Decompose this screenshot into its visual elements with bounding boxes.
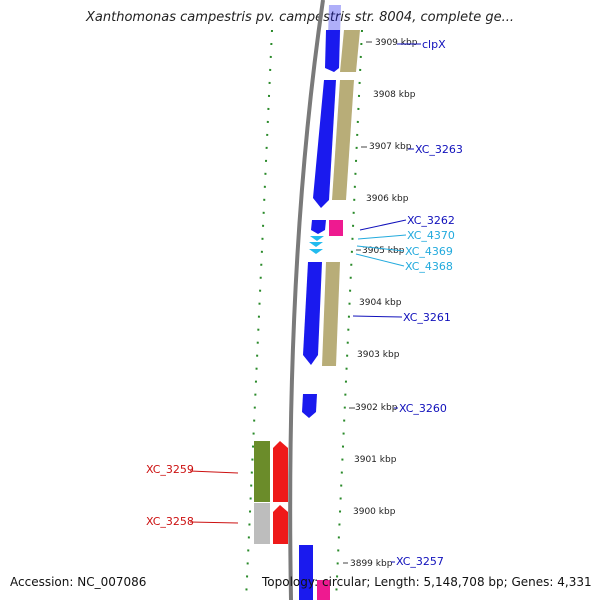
gene-label-clpX[interactable]: clpX xyxy=(422,38,446,51)
reverse-gene-labels: XC_3259 XC_3258 xyxy=(146,463,239,528)
gene-label-XC_3262[interactable]: XC_3262 xyxy=(407,214,455,227)
cds-XC_4368[interactable] xyxy=(309,249,323,254)
kbp-label: 3903 kbp xyxy=(357,350,400,360)
feature-pink-2[interactable] xyxy=(317,580,330,600)
kbp-label: 3908 kbp xyxy=(373,90,416,100)
feature-grey[interactable] xyxy=(254,503,270,544)
feature-pink-1[interactable] xyxy=(329,220,343,236)
cds-XC_3260[interactable] xyxy=(302,394,317,418)
gene-label-XC_3260[interactable]: XC_3260 xyxy=(399,402,447,415)
cds-XC_3258[interactable] xyxy=(273,505,288,544)
forward-gene-labels: clpX XC_3263 XC_3262 XC_4370 XC_4369 XC_… xyxy=(352,38,463,568)
cds-XC_3263[interactable] xyxy=(313,80,336,208)
kbp-label: 3907 kbp xyxy=(369,142,412,152)
feature-olive[interactable] xyxy=(254,441,270,502)
gene-label-XC_3263[interactable]: XC_3263 xyxy=(415,143,463,156)
kbp-label: 3901 kbp xyxy=(354,455,397,465)
gene-label-XC_3261[interactable]: XC_3261 xyxy=(403,311,451,324)
feature-tan-3[interactable] xyxy=(322,262,340,366)
cds-XC_3261[interactable] xyxy=(303,262,322,365)
kbp-label: 3902 kbp xyxy=(355,403,398,413)
forward-strand-features xyxy=(299,5,341,600)
cds-XC_3257[interactable] xyxy=(299,545,313,600)
cds-XC_3262[interactable] xyxy=(311,220,326,234)
gene-label-XC_3257[interactable]: XC_3257 xyxy=(396,555,444,568)
kbp-label: 3909 kbp xyxy=(375,38,418,48)
kbp-label: 3900 kbp xyxy=(353,507,396,517)
genome-title: Xanthomonas campestris pv. campestris st… xyxy=(86,10,514,25)
kbp-label: 3899 kbp xyxy=(350,559,393,569)
cds-XC_4369[interactable] xyxy=(309,242,323,247)
cds-clpX-body[interactable] xyxy=(325,30,340,72)
gene-label-XC_4370[interactable]: XC_4370 xyxy=(407,229,455,242)
genome-backbone xyxy=(288,0,325,600)
cds-XC_3259[interactable] xyxy=(273,441,288,502)
gene-label-XC_4369[interactable]: XC_4369 xyxy=(405,245,453,258)
gene-label-XC_4368[interactable]: XC_4368 xyxy=(405,260,453,273)
cds-XC_4370[interactable] xyxy=(310,236,324,241)
kbp-label: 3906 kbp xyxy=(366,194,409,204)
feature-tan-2[interactable] xyxy=(332,80,354,200)
topology-label: Topology: circular; Length: 5,148,708 bp… xyxy=(262,575,592,589)
kbp-scale: 3909 kbp 3908 kbp 3907 kbp 3906 kbp 3905… xyxy=(343,38,418,569)
gene-label-XC_3259[interactable]: XC_3259 xyxy=(146,463,194,476)
reverse-strand-features xyxy=(254,441,288,544)
secondary-feature-track xyxy=(317,30,360,600)
kbp-label: 3904 kbp xyxy=(359,298,402,308)
kbp-label: 3905 kbp xyxy=(362,246,405,256)
accession-label: Accession: NC_007086 xyxy=(10,575,147,589)
gene-label-XC_3258[interactable]: XC_3258 xyxy=(146,515,194,528)
feature-tan-1[interactable] xyxy=(340,30,360,72)
